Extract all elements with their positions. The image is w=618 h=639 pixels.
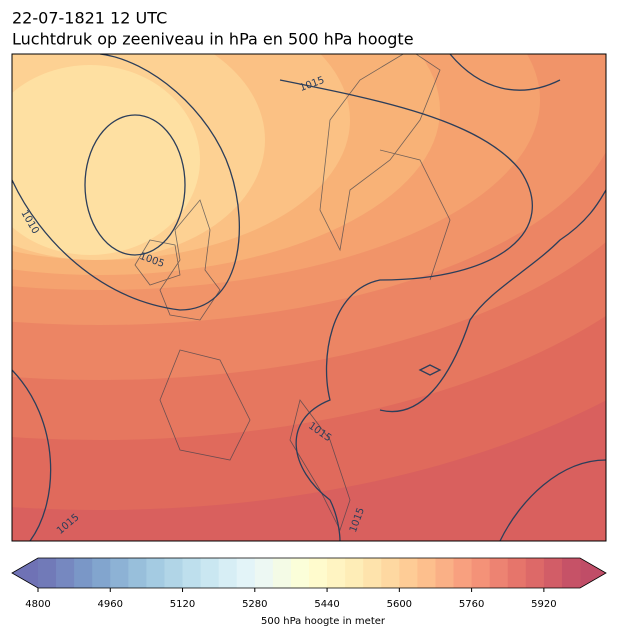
- colorbar-tick-label: 5920: [531, 599, 556, 610]
- colorbar-band: [453, 558, 473, 588]
- colorbar-label: 500 hPa hoogte in meter: [261, 616, 386, 627]
- colorbar-band: [489, 558, 509, 588]
- colorbar-band: [507, 558, 527, 588]
- colorbar-extend-high: [580, 558, 606, 588]
- subtitle: Luchtdruk op zeeniveau in hPa en 500 hPa…: [12, 30, 414, 49]
- colorbar-band: [56, 558, 75, 588]
- colorbar-band: [543, 558, 563, 588]
- colorbar-tick-label: 5440: [314, 599, 339, 610]
- colorbar-band: [254, 558, 274, 588]
- colorbar-band: [110, 558, 129, 588]
- title: 22-07-1821 12 UTC: [12, 9, 167, 28]
- colorbar-band: [74, 558, 93, 588]
- colorbar-band: [525, 558, 545, 588]
- colorbar: 4800 4960 5120 5280 5440 5600 5760 5920 500 hPa …: [11, 557, 607, 627]
- colorbar-band: [363, 558, 382, 588]
- colorbar-tick-label: 5760: [459, 599, 484, 610]
- colorbar-band: [290, 558, 310, 588]
- colorbar-tick-label: 4800: [25, 599, 50, 610]
- colorbar-band: [435, 558, 455, 588]
- colorbar-band: [128, 558, 147, 588]
- colorbar-band: [146, 558, 165, 588]
- colorbar-band: [327, 558, 346, 588]
- colorbar-band: [92, 558, 111, 588]
- map-frame: [11, 53, 607, 542]
- map: [12, 54, 606, 541]
- colorbar-band: [399, 558, 418, 588]
- colorbar-band: [236, 558, 256, 588]
- colorbar-extend-low: [12, 558, 38, 588]
- colorbar-tick-label: 5280: [242, 599, 267, 610]
- colorbar-band: [381, 558, 400, 588]
- colorbar-band: [309, 558, 328, 588]
- colorbar-band: [38, 558, 57, 588]
- colorbar-outline: [11, 557, 607, 589]
- colorbar-band: [561, 558, 581, 588]
- colorbar-band: [471, 558, 491, 588]
- colorbar-band: [345, 558, 364, 588]
- colorbar-band: [200, 558, 220, 588]
- colorbar-tick-label: 5600: [387, 599, 412, 610]
- colorbar-band: [218, 558, 238, 588]
- colorbar-band: [164, 558, 184, 588]
- colorbar-tick-label: 4960: [98, 599, 123, 610]
- colorbar-tick-label: 5120: [170, 599, 195, 610]
- colorbar-band: [417, 558, 436, 588]
- colorbar-band: [272, 558, 292, 588]
- colorbar-band: [182, 558, 202, 588]
